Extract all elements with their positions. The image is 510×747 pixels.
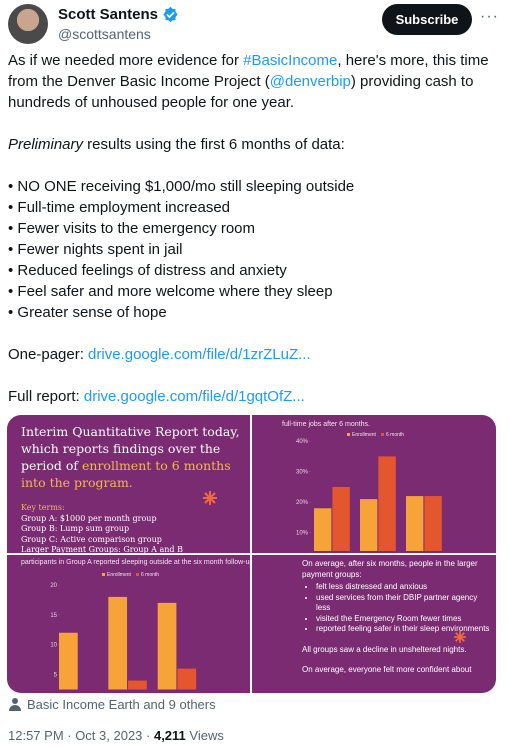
paragraph: As if we needed more evidence for #Basic…	[8, 50, 502, 113]
views-label: Views	[185, 728, 224, 743]
legend-label: 6 month	[386, 432, 404, 438]
subscribe-button[interactable]: Subscribe	[382, 4, 472, 35]
chart: full-time jobs after 6 months. Enrollment…	[282, 421, 442, 551]
timestamp: 12:57 PM · Oct 3, 2023 · 4,211 Views	[8, 728, 224, 743]
media-grid[interactable]: Interim Quantitative Report today, which…	[7, 415, 496, 693]
legend-label: Enrollment	[352, 432, 377, 438]
key-line: Larger Payment Groups: Group A and B	[21, 545, 183, 553]
bullet-list: • NO ONE receiving $1,000/mo still sleep…	[8, 176, 502, 323]
text: results using the first 6 months of data…	[83, 136, 345, 153]
author-name[interactable]: Scott Santens	[58, 6, 159, 23]
legend-swatch	[381, 433, 384, 436]
bar	[378, 456, 396, 551]
text: , here's more, this time from the Denver…	[8, 52, 489, 90]
link[interactable]: drive.google.com/file/d/1gqtOfZ...	[83, 388, 305, 405]
bullet: • Full-time employment increased	[8, 199, 230, 216]
image-panel[interactable]: On average, after six months, people in …	[252, 555, 496, 693]
bullet: • Feel safer and more welcome where they…	[8, 283, 333, 300]
finding: visited the Emergency Room fewer times	[316, 614, 492, 625]
key-terms: Key terms: Group A: $1000 per month grou…	[21, 503, 183, 553]
bullet: • Fewer visits to the emergency room	[8, 220, 256, 237]
image-panel[interactable]: participants in Group A reported sleepin…	[7, 555, 250, 693]
bullet: • Fewer nights spent in jail	[8, 241, 183, 258]
liked-by[interactable]: Basic Income Earth and 9 others	[27, 697, 216, 712]
legend-swatch	[102, 573, 105, 576]
bar	[406, 496, 424, 551]
bar	[360, 499, 378, 551]
paragraph: Full report: drive.google.com/file/d/1gq…	[8, 386, 502, 407]
y-tick-label: 20	[50, 583, 57, 589]
verified-badge	[163, 6, 178, 23]
image-panel[interactable]: Interim Quantitative Report today, which…	[7, 415, 250, 553]
author-handle[interactable]: @scottsantens	[58, 26, 151, 42]
y-tick-label: 15	[50, 613, 57, 619]
y-tick-label: 5	[54, 673, 58, 679]
key-line: Group C: Active comparison group	[21, 534, 162, 544]
chart-caption: participants in Group A reported sleepin…	[21, 559, 250, 566]
legend-swatch	[347, 433, 350, 436]
key-title: Key terms:	[21, 503, 65, 512]
hashtag[interactable]: #BasicIncome	[243, 52, 338, 69]
legend-label: Enrollment	[107, 572, 132, 578]
bar	[424, 496, 442, 551]
key-line: Group B: Lump sum group	[21, 524, 130, 533]
text: Preliminary	[8, 136, 84, 153]
paragraph: Preliminary results using the first 6 mo…	[8, 134, 502, 155]
text: As if we needed more evidence for	[8, 52, 244, 69]
finding-list: felt less distressed and anxiousused ser…	[302, 582, 492, 635]
bar	[177, 668, 197, 690]
tweet-text: As if we needed more evidence for #Basic…	[8, 50, 502, 407]
bullet: • Reduced feelings of distress and anxie…	[8, 262, 287, 279]
bullet: • Greater sense of hope	[8, 304, 167, 321]
bar	[332, 486, 350, 551]
highlight: enrollment to 6 months into the program.	[21, 458, 231, 490]
legend-label: 6 month	[141, 572, 159, 578]
y-tick-label: 10%	[296, 531, 309, 537]
intro: On average, after six months, people in …	[302, 559, 478, 579]
y-tick-label: 30%	[296, 470, 309, 476]
mention[interactable]: @denverbip	[269, 73, 351, 90]
bar	[157, 602, 177, 690]
paragraph: One-pager: drive.google.com/file/d/1zrZL…	[8, 344, 502, 365]
text: One-pager:	[8, 346, 89, 363]
link[interactable]: drive.google.com/file/d/1zrZLuZ...	[88, 346, 311, 363]
text: ) providing cash to hundreds of unhoused…	[8, 73, 474, 111]
finding: felt less distressed and anxious	[316, 582, 492, 593]
y-tick-label: 20%	[296, 500, 309, 506]
image-panel[interactable]: full-time jobs after 6 months. Enrollment…	[252, 415, 496, 553]
key-lines: Group A: $1000 per month group Group B: L…	[21, 514, 183, 554]
time[interactable]: 12:57 PM · Oct 3, 2023 ·	[8, 728, 154, 743]
legend-swatch	[136, 573, 139, 576]
finding: used services from their DBIP partner ag…	[316, 593, 492, 614]
bar	[128, 680, 147, 690]
findings: On average, after six months, people in …	[302, 559, 492, 676]
report-title: Interim Quantitative Report today, which…	[21, 423, 241, 491]
person-icon	[9, 698, 21, 711]
star-icon	[454, 631, 466, 643]
avatar[interactable]	[8, 4, 48, 44]
bar	[108, 596, 128, 690]
chart: participants in Group A reported sleepin…	[21, 559, 250, 690]
bullet: • NO ONE receiving $1,000/mo still sleep…	[8, 178, 355, 195]
bar	[59, 632, 78, 690]
star-icon	[203, 491, 217, 505]
text: Interim Quantitative Report today, which…	[21, 424, 240, 473]
note: On average, everyone felt more confident…	[302, 665, 472, 674]
y-tick-label: 40%	[296, 439, 309, 445]
text: Full report:	[8, 388, 84, 405]
chart-caption: full-time jobs after 6 months.	[282, 421, 370, 428]
note: All groups saw a decline in unsheltered …	[302, 644, 467, 654]
bar	[314, 508, 332, 551]
key-line: Group A: $1000 per month group	[21, 513, 157, 523]
views-count: 4,211	[153, 728, 186, 743]
finding: reported feeling safer in their sleep en…	[316, 624, 492, 635]
y-tick-label: 10	[50, 643, 57, 649]
more-menu[interactable]: ···	[480, 8, 499, 25]
